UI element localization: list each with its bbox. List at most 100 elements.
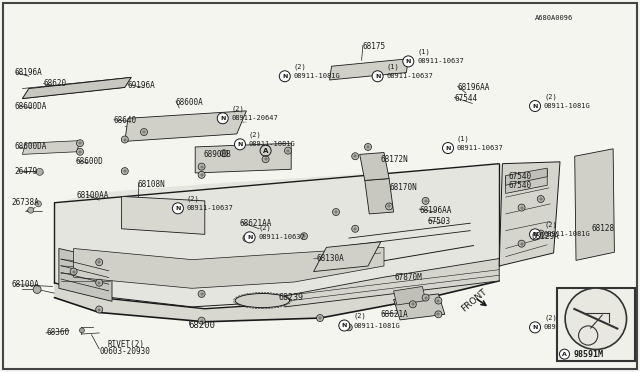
Text: 98591M: 98591M — [573, 350, 604, 359]
Circle shape — [346, 324, 352, 331]
Circle shape — [422, 198, 429, 204]
Bar — [557, 288, 635, 361]
Circle shape — [529, 100, 541, 112]
Circle shape — [565, 288, 627, 349]
Polygon shape — [122, 196, 205, 234]
Circle shape — [244, 232, 255, 243]
Text: (1): (1) — [457, 135, 470, 142]
Circle shape — [442, 142, 454, 154]
Circle shape — [96, 306, 102, 313]
Text: 26479: 26479 — [14, 167, 37, 176]
Text: 68172N: 68172N — [381, 155, 408, 164]
Circle shape — [410, 301, 416, 308]
Polygon shape — [74, 247, 384, 288]
Circle shape — [529, 322, 541, 333]
Text: N: N — [247, 235, 252, 240]
Text: N: N — [532, 103, 538, 109]
Circle shape — [221, 150, 227, 157]
Circle shape — [122, 136, 128, 143]
Circle shape — [198, 291, 205, 297]
Polygon shape — [195, 143, 291, 173]
Circle shape — [243, 235, 250, 241]
Text: (2): (2) — [544, 93, 557, 100]
Circle shape — [96, 279, 102, 286]
Circle shape — [529, 229, 541, 240]
Circle shape — [518, 240, 525, 247]
Text: N: N — [532, 232, 538, 237]
Text: 68900B: 68900B — [204, 150, 231, 159]
Text: (2): (2) — [544, 315, 557, 321]
Text: 67870M: 67870M — [395, 273, 422, 282]
Text: (2): (2) — [544, 222, 557, 228]
Text: 68129A: 68129A — [531, 232, 559, 241]
Ellipse shape — [236, 294, 289, 308]
Text: 68640: 68640 — [114, 116, 137, 125]
Text: (2): (2) — [294, 64, 307, 70]
Polygon shape — [360, 153, 389, 180]
Polygon shape — [365, 179, 394, 214]
Polygon shape — [499, 162, 560, 266]
Text: 68200: 68200 — [189, 321, 216, 330]
Text: 68175: 68175 — [363, 42, 386, 51]
Text: 08911-1081G: 08911-1081G — [544, 103, 591, 109]
Text: N: N — [175, 206, 180, 211]
Circle shape — [279, 71, 291, 82]
Circle shape — [422, 294, 429, 301]
Text: N: N — [282, 74, 287, 79]
Text: 68600A: 68600A — [176, 98, 204, 107]
Circle shape — [403, 56, 414, 67]
Text: (2): (2) — [259, 225, 271, 231]
Text: 68196AA: 68196AA — [419, 206, 452, 215]
Text: 26738A: 26738A — [12, 198, 39, 207]
Circle shape — [77, 148, 83, 155]
Circle shape — [70, 268, 77, 275]
Circle shape — [77, 140, 83, 147]
Polygon shape — [54, 164, 499, 309]
Text: (2): (2) — [187, 196, 200, 202]
Circle shape — [262, 156, 269, 163]
Polygon shape — [22, 141, 80, 154]
Circle shape — [198, 317, 205, 324]
Text: A: A — [263, 148, 268, 154]
Text: 68600D: 68600D — [76, 157, 103, 166]
Circle shape — [28, 207, 34, 213]
Text: (1): (1) — [387, 64, 399, 70]
Text: 68621AA: 68621AA — [240, 219, 273, 228]
Text: 67540: 67540 — [509, 172, 532, 181]
Polygon shape — [22, 77, 131, 99]
Text: 68100AA: 68100AA — [77, 191, 109, 200]
Circle shape — [333, 209, 339, 215]
Circle shape — [559, 349, 570, 359]
Text: FRONT: FRONT — [460, 287, 489, 314]
Polygon shape — [54, 266, 499, 322]
Text: 68621A: 68621A — [381, 310, 408, 319]
Text: 68360: 68360 — [46, 328, 69, 337]
Text: 68239: 68239 — [278, 293, 303, 302]
Circle shape — [365, 144, 371, 150]
Text: A680A0096: A680A0096 — [534, 15, 573, 21]
Circle shape — [33, 285, 41, 294]
Circle shape — [518, 204, 525, 211]
Text: 00603-20930: 00603-20930 — [99, 347, 150, 356]
Text: (1): (1) — [417, 49, 430, 55]
Text: N: N — [342, 323, 347, 328]
Text: 08911-1081G: 08911-1081G — [544, 324, 591, 330]
Circle shape — [35, 201, 42, 207]
Circle shape — [435, 297, 442, 304]
Text: 08911-1081G: 08911-1081G — [249, 141, 296, 147]
Text: 08911-10637: 08911-10637 — [187, 205, 234, 211]
Circle shape — [386, 203, 392, 210]
Circle shape — [36, 169, 43, 175]
Text: N: N — [220, 116, 225, 121]
Text: 68100A: 68100A — [12, 280, 39, 289]
Text: 68600DA: 68600DA — [14, 102, 47, 110]
Text: 08911-10637: 08911-10637 — [259, 234, 305, 240]
Polygon shape — [314, 242, 381, 272]
Circle shape — [141, 129, 147, 135]
Text: N: N — [445, 145, 451, 151]
Text: 08911-10637: 08911-10637 — [387, 73, 433, 79]
Polygon shape — [394, 294, 445, 320]
Text: N: N — [532, 325, 538, 330]
Text: 68128: 68128 — [592, 224, 615, 233]
Text: N: N — [237, 142, 243, 147]
